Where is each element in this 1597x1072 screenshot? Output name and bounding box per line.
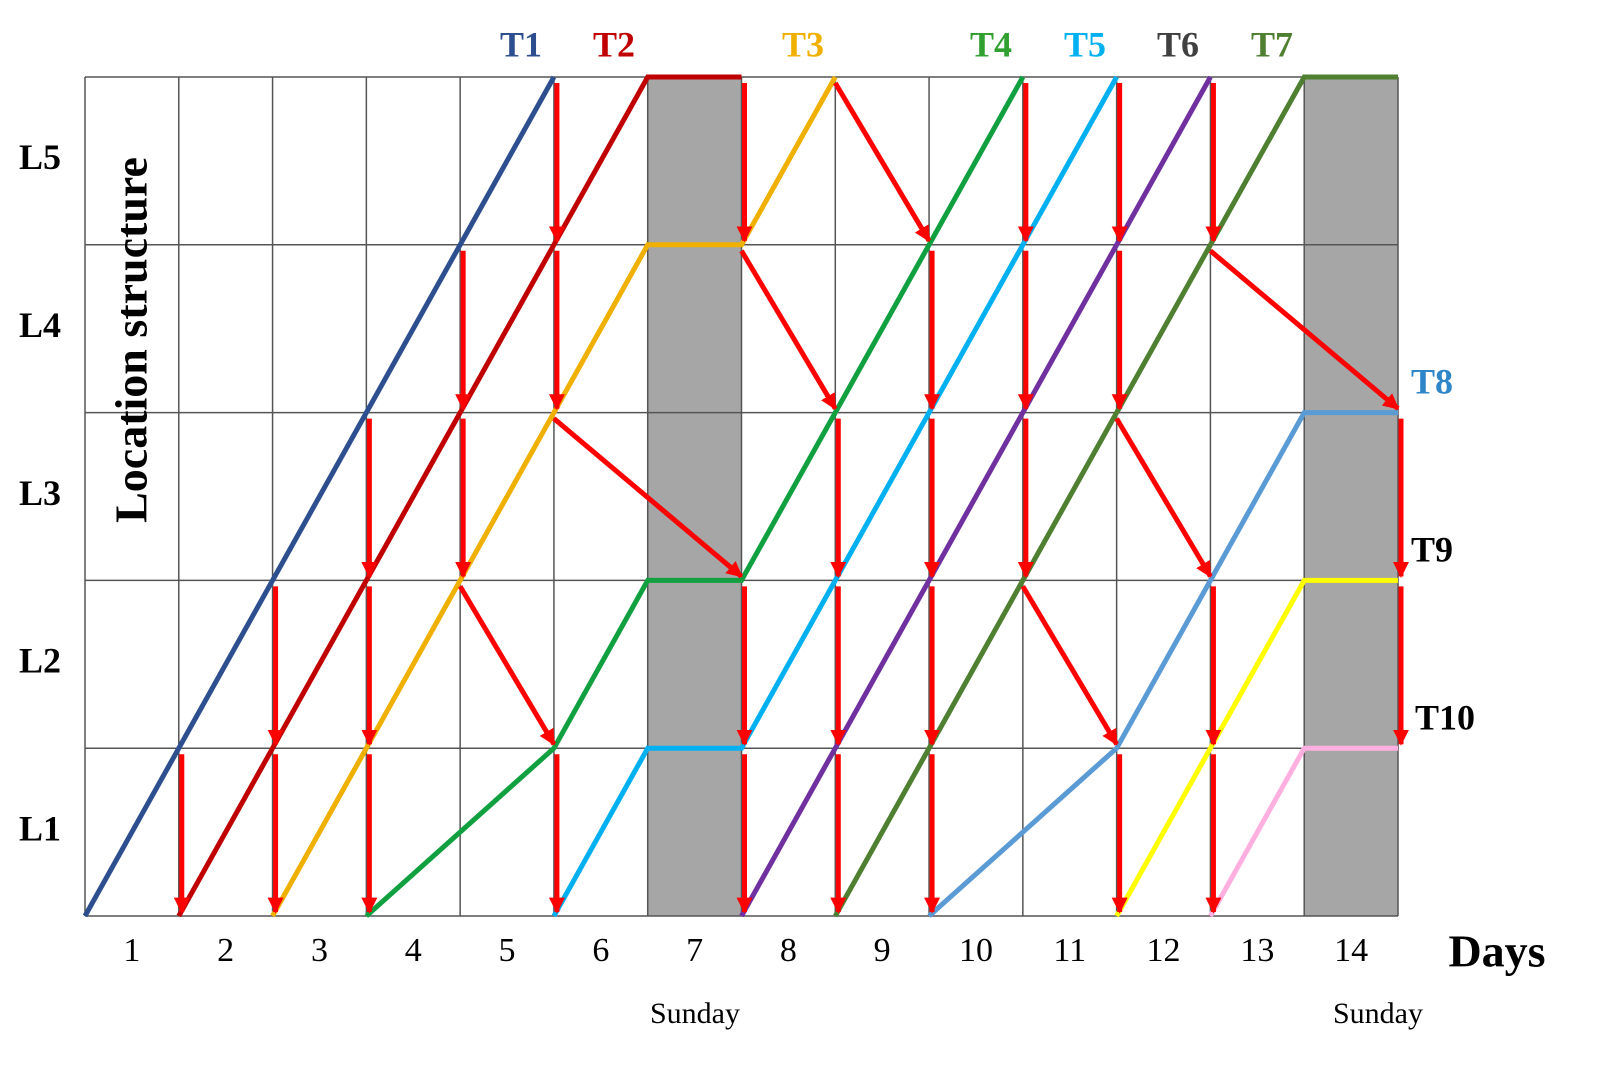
x-title: Days <box>1448 926 1545 977</box>
task-line <box>364 75 1026 918</box>
grid <box>84 76 1399 917</box>
arrow <box>1020 585 1119 746</box>
task-label: T8 <box>1411 361 1453 401</box>
task-line <box>927 410 1398 918</box>
day-label: 3 <box>311 932 328 969</box>
day-label: 5 <box>499 932 516 969</box>
day-label: 1 <box>123 932 140 969</box>
arrow <box>833 81 932 243</box>
y-title: Location structure <box>106 157 157 523</box>
day-label: 4 <box>405 932 422 969</box>
task-line <box>551 75 1119 918</box>
task-line <box>833 74 1398 918</box>
task-label: T7 <box>1251 24 1293 64</box>
day-label: 8 <box>780 932 797 969</box>
level-label: L5 <box>19 137 61 177</box>
task-line <box>176 74 742 918</box>
day-note: Sunday <box>650 997 740 1030</box>
level-label: L2 <box>19 641 61 681</box>
arrows <box>173 81 1410 914</box>
day-label: 9 <box>874 932 891 969</box>
task-line <box>1114 577 1398 918</box>
task-label: T3 <box>782 24 824 64</box>
task-line <box>739 75 1213 918</box>
day-label: 6 <box>592 932 609 969</box>
task-label: T9 <box>1411 529 1453 569</box>
arrow <box>457 585 557 746</box>
task-label: T2 <box>593 24 635 64</box>
task-label: T5 <box>1064 24 1106 64</box>
task-line <box>270 75 838 918</box>
day-label: 2 <box>217 932 234 969</box>
level-label: L1 <box>19 808 61 848</box>
day-label: 14 <box>1334 932 1368 969</box>
task-line <box>1208 745 1398 918</box>
day-label: 13 <box>1240 932 1274 969</box>
task-label: T6 <box>1157 24 1199 64</box>
level-label: L3 <box>19 473 61 513</box>
task-label: T10 <box>1415 697 1475 737</box>
day-label: 10 <box>959 932 993 969</box>
day-label: 7 <box>686 932 703 969</box>
sunday-shade <box>648 77 742 916</box>
day-label: 12 <box>1147 932 1181 969</box>
task-label: T1 <box>500 24 542 64</box>
task-label: T4 <box>970 24 1012 64</box>
arrow <box>739 249 838 410</box>
level-label: L4 <box>19 305 61 345</box>
day-label: 11 <box>1053 932 1086 969</box>
arrow <box>1114 417 1213 578</box>
day-note: Sunday <box>1333 997 1423 1030</box>
arrow <box>552 416 744 579</box>
arrow <box>1208 248 1400 411</box>
task-lines <box>82 74 1398 918</box>
task-line <box>82 75 557 918</box>
sunday-shade <box>1304 77 1398 916</box>
